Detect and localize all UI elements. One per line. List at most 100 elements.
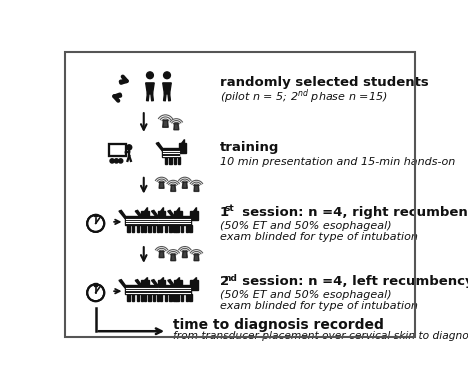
Bar: [158, 285, 175, 294]
Polygon shape: [164, 93, 166, 101]
Text: time to diagnosis recorded: time to diagnosis recorded: [173, 318, 384, 332]
Bar: [173, 225, 176, 232]
Bar: [174, 216, 191, 225]
Text: nd: nd: [224, 274, 237, 283]
Bar: [148, 225, 151, 232]
Polygon shape: [144, 207, 147, 211]
Bar: [162, 148, 179, 157]
Circle shape: [87, 215, 104, 232]
Bar: [190, 225, 192, 232]
Bar: [174, 157, 176, 164]
Polygon shape: [194, 185, 199, 191]
Polygon shape: [135, 210, 141, 219]
Bar: [174, 280, 182, 290]
Bar: [141, 211, 149, 220]
Polygon shape: [174, 124, 179, 130]
Polygon shape: [146, 93, 149, 101]
Bar: [186, 294, 188, 301]
Text: session: n =4, left recumbency: session: n =4, left recumbency: [233, 276, 468, 288]
Bar: [169, 157, 172, 164]
Bar: [190, 211, 198, 220]
Bar: [153, 294, 155, 301]
Bar: [173, 294, 176, 301]
Bar: [158, 216, 175, 225]
Bar: [157, 294, 159, 301]
Bar: [127, 225, 130, 232]
Bar: [94, 283, 97, 286]
Text: session: n =4, right recumbency: session: n =4, right recumbency: [233, 206, 468, 219]
Polygon shape: [168, 93, 170, 101]
Bar: [186, 225, 188, 232]
Bar: [158, 211, 166, 220]
Bar: [160, 225, 162, 232]
Bar: [169, 294, 172, 301]
Circle shape: [114, 159, 118, 163]
Polygon shape: [119, 279, 125, 288]
Bar: [137, 294, 139, 301]
Text: 1: 1: [219, 206, 229, 219]
Text: exam blinded for type of intubation: exam blinded for type of intubation: [219, 232, 417, 242]
Polygon shape: [135, 279, 141, 288]
Polygon shape: [159, 251, 164, 257]
Circle shape: [127, 145, 132, 150]
Text: (50% ET and 50% esophageal): (50% ET and 50% esophageal): [219, 221, 391, 231]
Bar: [179, 143, 186, 152]
Polygon shape: [181, 139, 184, 143]
Text: exam blinded for type of intubation: exam blinded for type of intubation: [219, 301, 417, 311]
Polygon shape: [144, 276, 147, 280]
Bar: [174, 211, 182, 220]
Polygon shape: [171, 185, 176, 191]
Bar: [153, 225, 155, 232]
Polygon shape: [160, 207, 163, 211]
Bar: [127, 294, 130, 301]
Bar: [178, 157, 180, 164]
Circle shape: [87, 284, 104, 301]
Bar: [165, 225, 167, 232]
Text: (pilot n = 5; 2$^{nd}$ phase n =15): (pilot n = 5; 2$^{nd}$ phase n =15): [219, 87, 387, 106]
Bar: [148, 294, 151, 301]
Polygon shape: [163, 120, 168, 127]
Polygon shape: [176, 276, 179, 280]
Bar: [174, 285, 191, 294]
Text: randomly selected students: randomly selected students: [219, 76, 428, 89]
Bar: [141, 285, 159, 294]
Bar: [137, 225, 139, 232]
Bar: [158, 280, 166, 290]
Polygon shape: [194, 254, 199, 261]
Bar: [141, 225, 143, 232]
Polygon shape: [192, 276, 196, 280]
Polygon shape: [168, 210, 174, 219]
Polygon shape: [176, 207, 179, 211]
Polygon shape: [183, 182, 187, 188]
Bar: [165, 157, 167, 164]
Polygon shape: [163, 83, 171, 94]
Polygon shape: [152, 279, 158, 288]
Circle shape: [110, 159, 114, 163]
Bar: [141, 216, 159, 225]
Bar: [125, 285, 142, 294]
Text: 10 min presentation and 15-min hands-on: 10 min presentation and 15-min hands-on: [219, 157, 455, 167]
Bar: [176, 225, 179, 232]
Polygon shape: [152, 210, 158, 219]
Text: (50% ET and 50% esophageal): (50% ET and 50% esophageal): [219, 290, 391, 300]
Polygon shape: [183, 251, 187, 257]
Bar: [132, 294, 134, 301]
Polygon shape: [160, 276, 163, 280]
Bar: [165, 294, 167, 301]
Bar: [144, 294, 146, 301]
Polygon shape: [168, 279, 174, 288]
Polygon shape: [156, 142, 162, 151]
Text: 2: 2: [219, 276, 229, 288]
Bar: [132, 225, 134, 232]
Bar: [94, 214, 97, 217]
Bar: [190, 280, 198, 290]
Bar: [190, 294, 192, 301]
Bar: [169, 225, 172, 232]
Polygon shape: [192, 207, 196, 211]
Polygon shape: [119, 210, 125, 219]
Bar: [125, 216, 142, 225]
Text: st: st: [224, 204, 234, 213]
Bar: [176, 294, 179, 301]
Polygon shape: [151, 93, 154, 101]
Circle shape: [118, 159, 123, 163]
